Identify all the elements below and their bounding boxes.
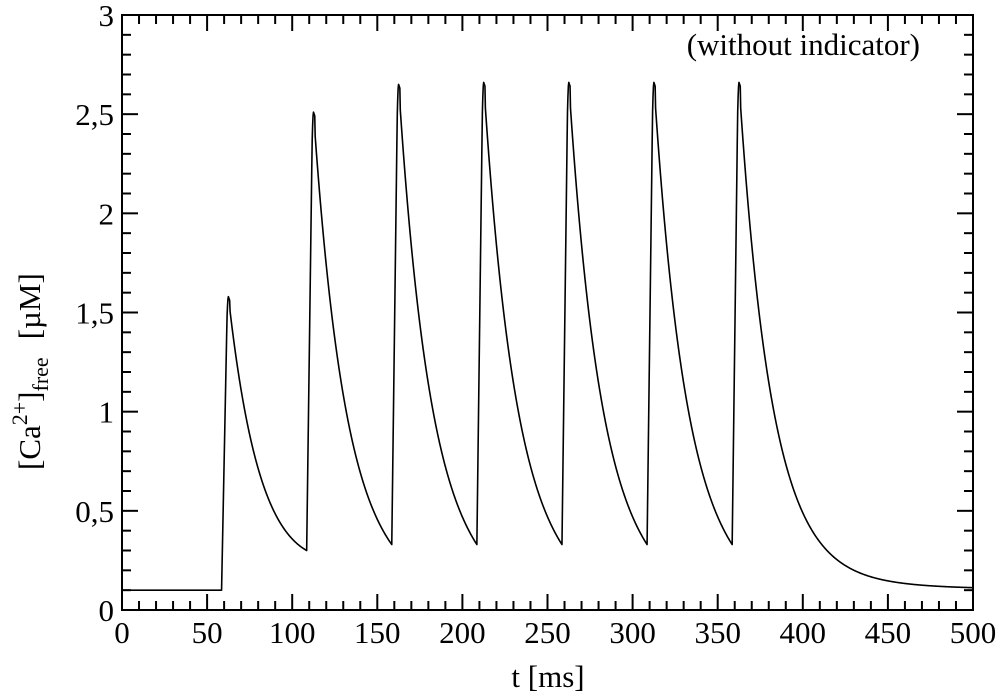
- y-label-sub: free: [28, 357, 53, 391]
- x-tick-label: 200: [439, 615, 486, 650]
- y-tick-labels: 0 0,5 1 1,5 2 2,5 3: [75, 0, 114, 628]
- y-label-main: [Ca: [12, 425, 47, 470]
- x-tick-label: 50: [192, 615, 223, 650]
- x-tick-label: 300: [609, 615, 656, 650]
- x-tick-label: 100: [269, 615, 316, 650]
- y-tick-label: 1,5: [75, 296, 114, 331]
- y-label-close: ]: [12, 391, 47, 401]
- x-tick-label: 150: [354, 615, 401, 650]
- y-tick-label: 2,5: [75, 97, 114, 132]
- y-label-sup: 2+: [7, 402, 32, 425]
- x-tick-label: 250: [524, 615, 571, 650]
- svg-text:[Ca2+]free[µM]: [Ca2+]free [µM]: [7, 273, 53, 470]
- y-tick-label: 0: [99, 593, 115, 628]
- axis-ticks: [121, 14, 974, 611]
- y-label-unit: [µM]: [12, 273, 47, 339]
- annotation: (without indicator): [687, 27, 920, 62]
- x-axis-label: t [ms]: [511, 659, 584, 694]
- x-tick-labels: 0 50 100 150 200 250 300 350 400 450 500: [114, 615, 996, 650]
- x-tick-label: 350: [694, 615, 741, 650]
- series-line-ca-free: [121, 81, 974, 591]
- y-tick-label: 3: [99, 0, 115, 33]
- x-tick-label: 400: [780, 615, 827, 650]
- x-tick-label: 450: [865, 615, 912, 650]
- plot-frame: [121, 14, 974, 611]
- y-tick-label: 0,5: [75, 494, 114, 529]
- x-tick-label: 500: [950, 615, 997, 650]
- x-tick-label: 0: [114, 615, 130, 650]
- y-tick-label: 1: [99, 395, 115, 430]
- y-axis-label: [Ca2+]free [µM]: [7, 273, 53, 470]
- y-tick-label: 2: [99, 196, 115, 231]
